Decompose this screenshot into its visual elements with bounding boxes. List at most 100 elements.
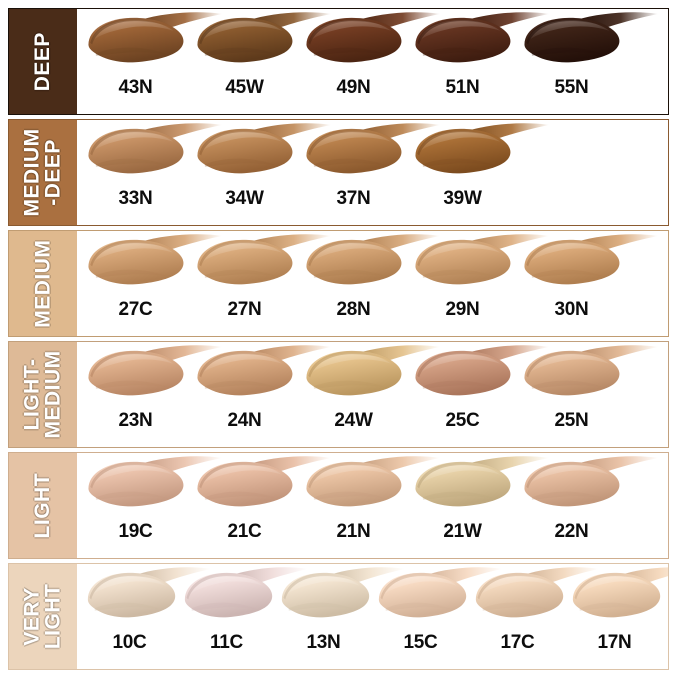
shade-swatch[interactable]: 51N	[408, 9, 550, 99]
shade-code-label: 33N	[118, 188, 153, 209]
shade-code-label: 17N	[597, 632, 632, 653]
shade-swatch[interactable]: 49N	[299, 9, 441, 99]
shade-swatch[interactable]: 45W	[190, 9, 332, 99]
shade-swatch[interactable]: 21N	[299, 453, 441, 543]
swatch-blob-wrap	[81, 231, 223, 302]
swatch-blob-wrap	[190, 231, 332, 302]
shade-code-label: 43N	[118, 77, 153, 98]
swatch-list: 33N 34W 37N 39W	[77, 120, 668, 225]
shade-swatch[interactable]: 19C	[81, 453, 223, 543]
shade-group-label: LIGHT- MEDIUM	[20, 350, 66, 439]
foundation-swatch-blob	[197, 12, 332, 63]
foundation-swatch-blob	[378, 567, 503, 618]
swatch-blob-wrap	[299, 453, 441, 524]
swatch-list: 10C 11C 13N 15C 17C 17N	[77, 564, 668, 669]
foundation-swatch-blob	[306, 345, 441, 396]
shade-swatch[interactable]: 11C	[178, 564, 309, 654]
shade-code-label: 25C	[445, 410, 480, 431]
shade-swatch[interactable]: 27N	[190, 231, 332, 321]
shade-group-band-medium: MEDIUM	[9, 231, 77, 336]
shade-code-label: 21W	[443, 521, 482, 542]
foundation-swatch-blob	[197, 123, 332, 174]
swatch-blob-wrap	[81, 120, 223, 191]
shade-group-band-light-medium: LIGHT- MEDIUM	[9, 342, 77, 447]
swatch-blob-wrap	[469, 564, 600, 635]
shade-swatch[interactable]: 33N	[81, 120, 223, 210]
shade-swatch[interactable]: 39W	[408, 120, 550, 210]
shade-group-band-light: LIGHT	[9, 453, 77, 558]
shade-code-label: 24W	[334, 410, 373, 431]
shade-swatch[interactable]: 15C	[372, 564, 503, 654]
foundation-swatch-blob	[88, 234, 223, 285]
shade-group-label: MEDIUM	[31, 239, 55, 328]
foundation-swatch-blob	[88, 345, 223, 396]
shade-code-label: 49N	[336, 77, 371, 98]
shade-code-label: 23N	[118, 410, 153, 431]
shade-swatch[interactable]: 55N	[517, 9, 659, 99]
swatch-blob-wrap	[190, 120, 332, 191]
shade-row: MEDIUM 27C 27N 28N 29N 30N	[8, 230, 669, 337]
shade-swatch[interactable]: 10C	[81, 564, 212, 654]
swatch-blob-wrap	[81, 564, 212, 635]
foundation-swatch-blob	[524, 345, 659, 396]
swatch-list: 19C 21C 21N 21W 22N	[77, 453, 668, 558]
shade-code-label: 55N	[554, 77, 589, 98]
swatch-blob-wrap	[81, 342, 223, 413]
shade-code-label: 21C	[227, 521, 262, 542]
shade-code-label: 39W	[443, 188, 482, 209]
shade-swatch[interactable]: 22N	[517, 453, 659, 543]
foundation-swatch-blob	[184, 567, 309, 618]
shade-swatch[interactable]: 17N	[566, 564, 668, 654]
shade-code-label: 17C	[500, 632, 535, 653]
foundation-swatch-blob	[88, 12, 223, 63]
foundation-swatch-blob	[524, 456, 659, 507]
shade-swatch[interactable]: 29N	[408, 231, 550, 321]
foundation-swatch-blob	[306, 123, 441, 174]
shade-swatch[interactable]: 13N	[275, 564, 406, 654]
shade-group-label: DEEP	[31, 31, 55, 92]
shade-swatch[interactable]: 25C	[408, 342, 550, 432]
shade-swatch[interactable]: 25N	[517, 342, 659, 432]
swatch-list: 27C 27N 28N 29N 30N	[77, 231, 668, 336]
foundation-swatch-blob	[415, 234, 550, 285]
shade-swatch[interactable]: 28N	[299, 231, 441, 321]
shade-swatch[interactable]: 30N	[517, 231, 659, 321]
foundation-swatch-blob	[415, 123, 550, 174]
shade-swatch[interactable]: 34W	[190, 120, 332, 210]
shade-group-label: LIGHT	[31, 472, 55, 539]
shade-group-band-very-light: VERY LIGHT	[9, 564, 77, 669]
shade-group-band-medium-deep: MEDIUM -DEEP	[9, 120, 77, 225]
shade-row: DEEP 43N 45W 49N 51N 55N	[8, 8, 669, 115]
shade-swatch[interactable]: 43N	[81, 9, 223, 99]
swatch-blob-wrap	[299, 120, 441, 191]
foundation-swatch-blob	[475, 567, 600, 618]
shade-swatch[interactable]: 37N	[299, 120, 441, 210]
shade-code-label: 34W	[225, 188, 264, 209]
shade-row: MEDIUM -DEEP 33N 34W 37N 39W	[8, 119, 669, 226]
shade-swatch[interactable]: 24W	[299, 342, 441, 432]
swatch-blob-wrap	[299, 9, 441, 80]
swatch-blob-wrap	[299, 342, 441, 413]
shade-group-band-deep: DEEP	[9, 9, 77, 114]
shade-code-label: 10C	[112, 632, 147, 653]
shade-code-label: 27C	[118, 299, 153, 320]
shade-swatch[interactable]: 24N	[190, 342, 332, 432]
shade-row: LIGHT- MEDIUM 23N 24N 24W 25C 25N	[8, 341, 669, 448]
swatch-blob-wrap	[178, 564, 309, 635]
foundation-swatch-blob	[415, 345, 550, 396]
shade-code-label: 51N	[445, 77, 480, 98]
shade-code-label: 19C	[118, 521, 153, 542]
shade-group-label: MEDIUM -DEEP	[20, 128, 66, 217]
shade-swatch[interactable]: 27C	[81, 231, 223, 321]
swatch-blob-wrap	[190, 342, 332, 413]
shade-swatch[interactable]: 17C	[469, 564, 600, 654]
swatch-blob-wrap	[517, 9, 659, 80]
shade-swatch[interactable]: 21W	[408, 453, 550, 543]
foundation-swatch-blob	[197, 345, 332, 396]
foundation-swatch-blob	[524, 12, 659, 63]
swatch-blob-wrap	[566, 564, 668, 635]
shade-swatch[interactable]: 21C	[190, 453, 332, 543]
shade-swatch[interactable]: 23N	[81, 342, 223, 432]
swatch-blob-wrap	[517, 231, 659, 302]
